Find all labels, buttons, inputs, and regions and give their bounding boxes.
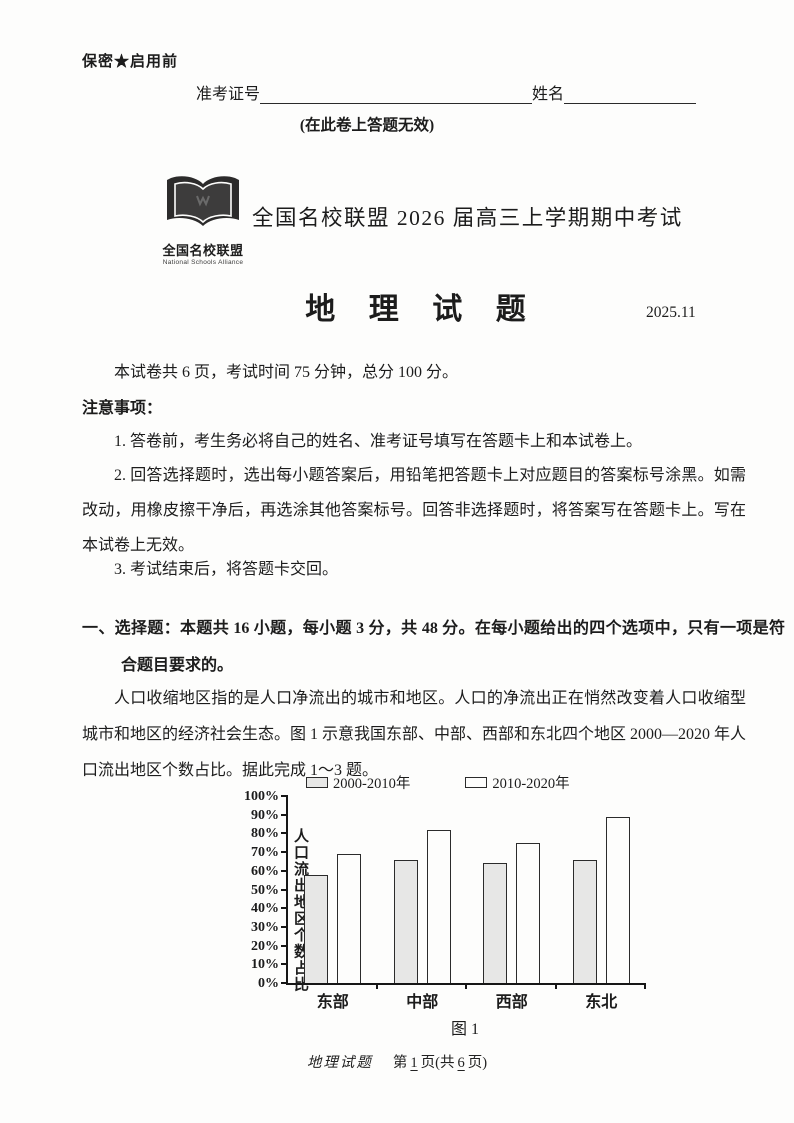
page-footer: 地理试题 第 1 页(共 6 页) [0,1051,794,1072]
y-tick-mark [281,963,288,966]
note-item-3: 3. 考试结束后，将答题卡交回。 [114,561,339,578]
footer-page-number: 1 [410,1055,418,1071]
question-passage: 人口收缩地区指的是人口净流出的城市和地区。人口的净流出正在悄然改变着人口收缩型城… [82,690,747,779]
y-axis-label: 人口流出地区个数占比 [292,828,308,993]
footer-total-pages: 6 [457,1055,465,1071]
x-tick-mark [465,983,467,989]
y-tick-mark [281,925,288,928]
y-tick-label: 60% [251,863,279,879]
legend-swatch [465,777,488,788]
footer-page-info: 第 1 页(共 6 页) [392,1055,488,1071]
invalid-answer-notice: (在此卷上答题无效) [299,117,435,134]
bar-2000-2010年-中部 [393,859,418,983]
chart-legend: 2000-2010年 2010-2020年 [306,772,682,793]
y-tick-label: 50% [251,882,279,898]
y-tick-label: 20% [251,938,279,954]
x-category-label: 东部 [316,994,349,1011]
ticket-number-label: 准考证号 [196,86,261,103]
x-tick-mark [554,983,557,989]
y-tick-mark [281,832,288,835]
x-category-label: 西部 [495,994,528,1011]
bar-2000-2010年-东北 [572,859,597,983]
name-label: 姓名 [532,86,565,103]
notes-heading: 注意事项： [82,400,163,417]
figure-1-chart: 2000-2010年 2010-2020年 人口流出地区个数占比 0% 10% 20%… [222,772,682,1039]
exam-intro: 本试卷共 6 页，考试时间 75 分钟，总分 100 分。 [114,364,459,381]
bar-2010-2020年-西部 [516,842,541,983]
legend-label: 2010-2020年 [492,776,570,792]
ticket-number-field [260,84,533,104]
y-tick-mark [281,869,288,872]
security-notice: 保密★启用前 [82,54,179,70]
open-book-icon [159,176,247,238]
legend-label: 2000-2010年 [333,776,411,792]
footer-subject: 地理试题 [306,1055,373,1071]
legend-item: 2010-2020年 [465,772,570,793]
y-tick-mark [281,851,288,854]
x-tick-mark [644,983,646,989]
bar-2010-2020年-东部 [337,853,362,983]
x-category-label: 中部 [406,994,439,1011]
alliance-logo: 全国名校联盟 National Schools Alliance [156,174,250,266]
y-tick-label: 0% [258,976,279,991]
y-tick-mark [281,982,288,984]
logo-name: 全国名校联盟 [162,243,244,258]
bar-2000-2010年-东部 [304,874,329,983]
y-tick-label: 80% [251,826,279,842]
candidate-info-row: 准考证号 姓名 [196,80,697,104]
section-1-heading: 一、选择题：本题共 16 小题，每小题 3 分，共 48 分。在每小题给出的四个… [82,620,785,674]
y-tick-mark [281,944,288,947]
bar-2010-2020年-东北 [605,816,630,983]
note-item-2: 2. 回答选择题时，选出每小题答案后，用铅笔把答题卡上对应题目的答案标号涂黑。如… [82,467,746,554]
logo-subtitle: National Schools Alliance [162,259,244,266]
figure-caption: 图 1 [450,1021,479,1038]
name-field [564,84,697,104]
y-tick-label: 40% [251,901,279,917]
x-tick-mark [375,983,378,989]
y-tick-label: 70% [251,845,279,861]
y-tick-label: 90% [251,807,279,823]
exam-session-title: 全国名校联盟 2026 届高三上学期期中考试 [252,206,683,230]
exam-date: 2025.11 [646,304,696,321]
bar-2000-2010年-西部 [483,863,508,983]
x-category-label: 东北 [585,994,618,1011]
bar-2010-2020年-中部 [426,829,451,983]
y-tick-mark [281,813,288,816]
y-tick-label: 100% [244,789,279,804]
y-tick-mark [281,795,288,797]
subject-title: 地 理 试 题 [305,293,539,326]
y-tick-mark [281,888,288,891]
y-tick-label: 10% [251,957,279,973]
figure-1-plot: 人口流出地区个数占比 0% 10% 20% 30% 40% 50% 60% 70% 80% 90%… [244,789,646,1011]
y-tick-label: 30% [251,919,279,935]
legend-swatch [306,777,328,788]
y-tick-mark [281,907,288,910]
note-item-1: 1. 答卷前，考生务必将自己的姓名、准考证号填写在答题卡上和本试卷上。 [114,433,643,450]
legend-item: 2000-2010年 [306,772,410,793]
